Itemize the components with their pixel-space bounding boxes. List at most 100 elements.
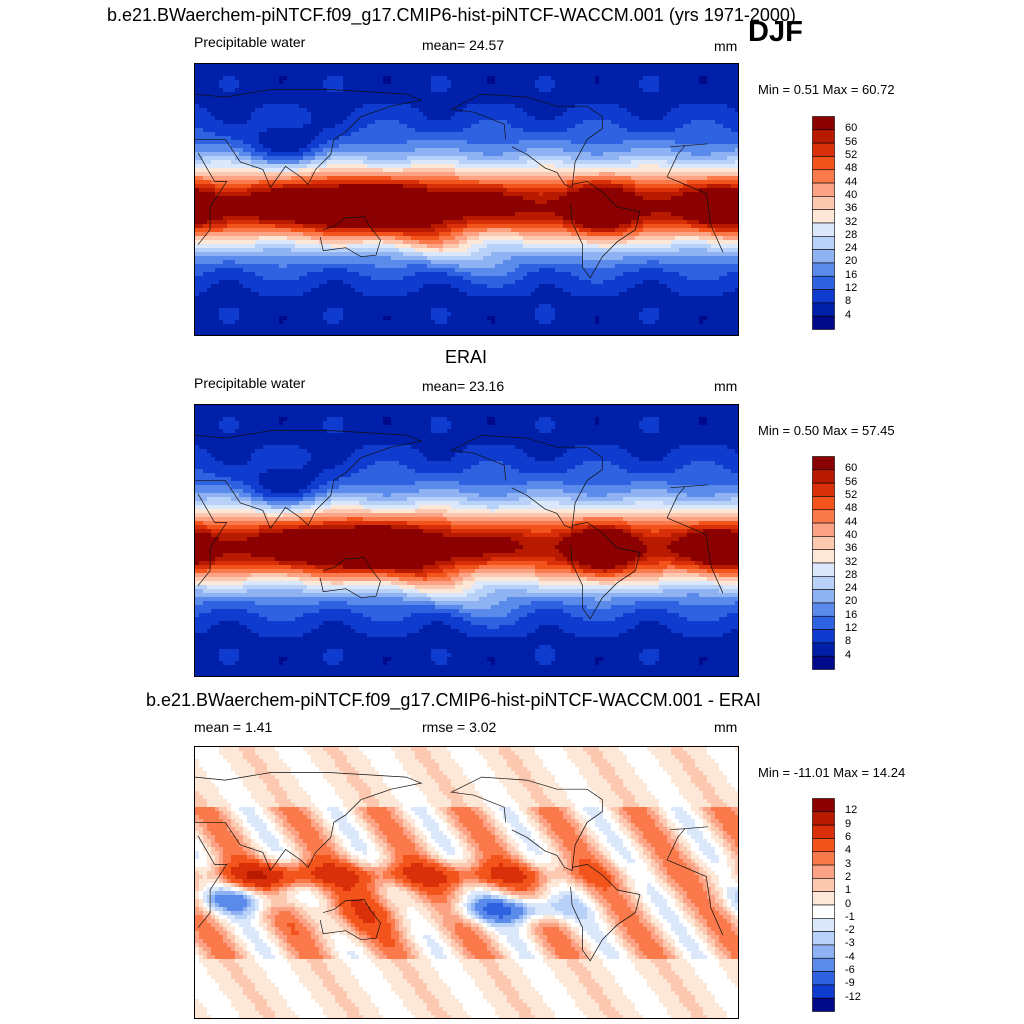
field-cell: [307, 144, 312, 149]
field-cell: [583, 160, 588, 165]
field-cell: [631, 136, 636, 141]
field-cell: [375, 104, 380, 109]
field-cell: [635, 108, 640, 113]
field-cell: [735, 180, 738, 185]
field-cell: [303, 84, 308, 89]
field-cell: [679, 136, 684, 141]
field-cell: [511, 168, 516, 173]
field-cell: [643, 96, 648, 101]
field-cell: [731, 184, 736, 189]
field-cell: [319, 196, 324, 201]
field-cell: [355, 140, 360, 145]
field-cell: [307, 164, 312, 169]
field-cell: [703, 96, 708, 101]
field-cell: [351, 172, 356, 177]
field-cell: [407, 112, 412, 117]
field-cell: [539, 68, 544, 73]
field-cell: [615, 152, 620, 157]
field-cell: [639, 184, 644, 189]
field-cell: [431, 84, 436, 89]
field-cell: [463, 112, 468, 117]
field-cell: [463, 160, 468, 165]
field-cell: [479, 112, 484, 117]
field-cell: [571, 116, 576, 121]
field-cell: [271, 140, 276, 145]
field-cell: [207, 192, 212, 197]
field-cell: [339, 108, 344, 113]
field-cell: [427, 192, 432, 197]
field-cell: [511, 100, 516, 105]
field-cell: [351, 68, 356, 73]
field-cell: [735, 160, 738, 165]
field-cell: [503, 96, 508, 101]
field-cell: [515, 124, 520, 129]
field-cell: [591, 184, 596, 189]
field-cell: [599, 172, 604, 177]
field-cell: [647, 180, 652, 185]
field-cell: [503, 112, 508, 117]
field-cell: [491, 176, 496, 181]
field-cell: [323, 108, 328, 113]
field-cell: [223, 196, 228, 201]
field-cell: [471, 88, 476, 93]
field-cell: [667, 160, 672, 165]
field-cell: [503, 128, 508, 133]
field-cell: [359, 72, 364, 77]
field-cell: [559, 72, 564, 77]
field-cell: [583, 144, 588, 149]
field-cell: [511, 144, 516, 149]
field-cell: [575, 164, 580, 169]
field-cell: [671, 112, 676, 117]
field-cell: [559, 88, 564, 93]
field-cell: [623, 68, 628, 73]
field-cell: [695, 128, 700, 133]
field-cell: [359, 144, 364, 149]
field-cell: [423, 180, 428, 185]
field-cell: [243, 92, 248, 97]
field-cell: [459, 168, 464, 173]
field-cell: [479, 72, 484, 77]
field-cell: [683, 164, 688, 169]
field-cell: [315, 160, 320, 165]
field-cell: [543, 88, 548, 93]
field-cell: [415, 128, 420, 133]
field-cell: [439, 84, 444, 89]
field-cell: [247, 124, 252, 129]
field-cell: [703, 204, 708, 209]
field-cell: [383, 124, 388, 129]
field-cell: [471, 192, 476, 197]
field-cell: [507, 164, 512, 169]
field-cell: [451, 100, 456, 105]
field-cell: [439, 68, 444, 73]
field-cell: [563, 124, 568, 129]
field-cell: [519, 172, 524, 177]
field-cell: [699, 84, 704, 89]
field-cell: [227, 76, 232, 81]
field-cell: [635, 168, 640, 173]
field-cell: [687, 200, 692, 205]
field-cell: [491, 108, 496, 113]
field-cell: [419, 188, 424, 193]
field-cell: [487, 124, 492, 129]
field-cell: [607, 116, 612, 121]
field-cell: [271, 80, 276, 85]
field-cell: [319, 184, 324, 189]
field-cell: [351, 128, 356, 133]
field-cell: [299, 96, 304, 101]
field-cell: [711, 108, 716, 113]
field-cell: [727, 152, 732, 157]
field-cell: [687, 180, 692, 185]
field-cell: [615, 164, 620, 169]
field-cell: [219, 152, 224, 157]
field-cell: [523, 196, 528, 201]
field-cell: [575, 144, 580, 149]
field-cell: [319, 132, 324, 137]
field-cell: [495, 88, 500, 93]
field-cell: [383, 160, 388, 165]
field-cell: [587, 88, 592, 93]
field-cell: [247, 68, 252, 73]
field-cell: [607, 148, 612, 153]
field-cell: [667, 88, 672, 93]
field-cell: [243, 124, 248, 129]
field-cell: [335, 112, 340, 117]
